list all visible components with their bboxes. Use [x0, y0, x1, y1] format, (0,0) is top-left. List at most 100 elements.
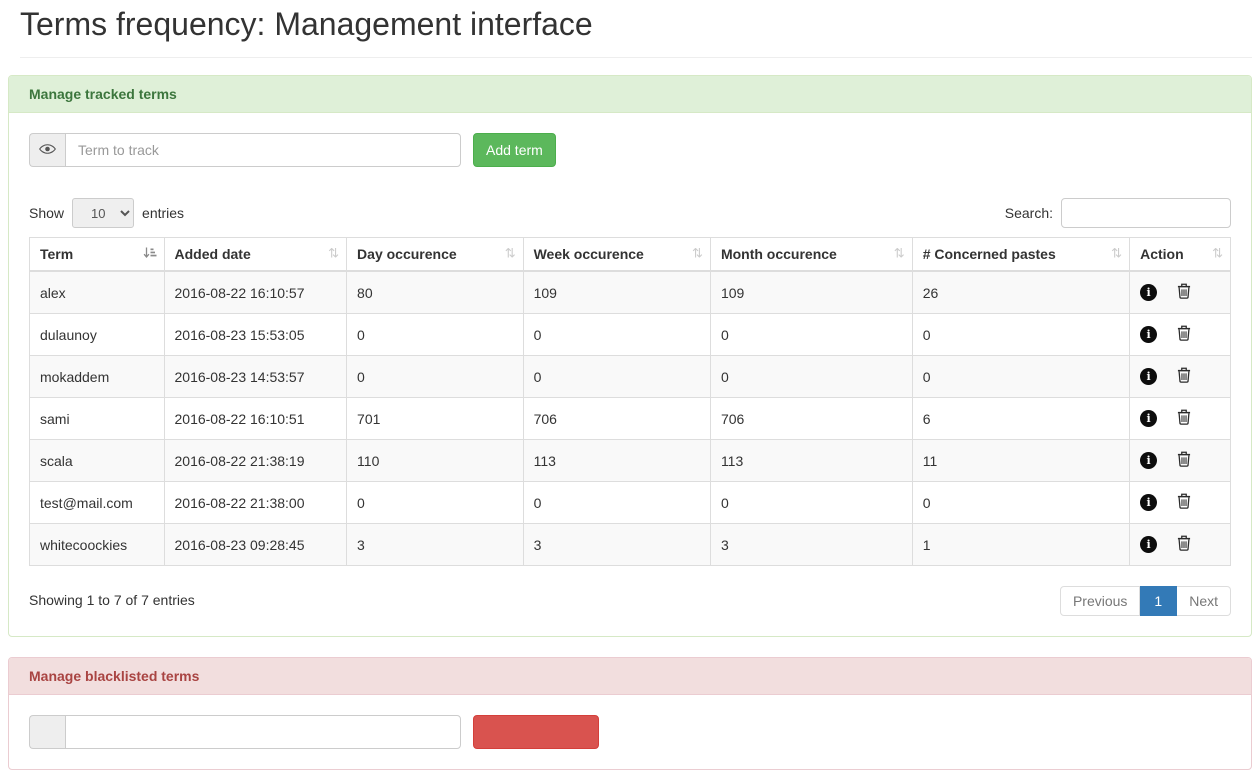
pagination-previous-button[interactable]: Previous — [1060, 586, 1140, 616]
info-icon[interactable] — [1140, 326, 1157, 343]
blacklisted-terms-panel-heading: Manage blacklisted terms — [9, 658, 1251, 695]
table-footer: Showing 1 to 7 of 7 entries Previous 1 N… — [29, 586, 1231, 616]
info-icon[interactable] — [1140, 536, 1157, 553]
column-header-week-occurence[interactable]: Week occurence ⇅ — [523, 238, 710, 272]
concerned-pastes-cell: 0 — [912, 314, 1129, 356]
concerned-pastes-cell: 1 — [912, 524, 1129, 566]
blacklist-term-input[interactable] — [65, 715, 461, 749]
day-occurence-cell: 0 — [347, 356, 524, 398]
added-date-cell: 2016-08-23 15:53:05 — [164, 314, 347, 356]
show-label: Show — [29, 205, 64, 221]
action-cell — [1130, 314, 1231, 356]
day-occurence-cell: 3 — [347, 524, 524, 566]
info-icon[interactable] — [1140, 284, 1157, 301]
week-occurence-cell: 706 — [523, 398, 710, 440]
concerned-pastes-cell: 0 — [912, 356, 1129, 398]
page-title: Terms frequency: Management interface — [20, 6, 1252, 43]
blacklist-term-button[interactable] — [473, 715, 599, 749]
column-header-month-occurence[interactable]: Month occurence ⇅ — [710, 238, 912, 272]
day-occurence-cell: 0 — [347, 482, 524, 524]
action-cell — [1130, 482, 1231, 524]
term-cell: mokaddem — [30, 356, 165, 398]
info-icon[interactable] — [1140, 452, 1157, 469]
sort-ascending-icon — [143, 246, 157, 262]
page-length-select[interactable]: 10 — [72, 198, 134, 228]
day-occurence-cell: 701 — [347, 398, 524, 440]
info-icon[interactable] — [1140, 368, 1157, 385]
tracked-terms-panel-heading: Manage tracked terms — [9, 76, 1251, 113]
added-date-cell: 2016-08-22 16:10:51 — [164, 398, 347, 440]
page: Terms frequency: Management interface Ma… — [0, 6, 1260, 770]
trash-icon[interactable] — [1177, 409, 1191, 428]
pagination-next-button[interactable]: Next — [1177, 586, 1231, 616]
sort-both-icon: ⇅ — [894, 247, 905, 262]
pagination-page-1-button[interactable]: 1 — [1140, 586, 1177, 616]
column-header-added-date[interactable]: Added date ⇅ — [164, 238, 347, 272]
table-row: alex 2016-08-22 16:10:57 80 109 109 26 — [30, 271, 1231, 314]
table-row: whitecoockies 2016-08-23 09:28:45 3 3 3 … — [30, 524, 1231, 566]
concerned-pastes-cell: 0 — [912, 482, 1129, 524]
table-row: scala 2016-08-22 21:38:19 110 113 113 11 — [30, 440, 1231, 482]
month-occurence-cell: 109 — [710, 271, 912, 314]
week-occurence-cell: 113 — [523, 440, 710, 482]
month-occurence-cell: 0 — [710, 482, 912, 524]
added-date-cell: 2016-08-22 21:38:19 — [164, 440, 347, 482]
day-occurence-cell: 110 — [347, 440, 524, 482]
trash-icon[interactable] — [1177, 367, 1191, 386]
blacklist-term-row — [29, 715, 1231, 749]
table-search: Search: — [1005, 198, 1231, 228]
week-occurence-cell: 0 — [523, 356, 710, 398]
week-occurence-cell: 3 — [523, 524, 710, 566]
table-row: mokaddem 2016-08-23 14:53:57 0 0 0 0 — [30, 356, 1231, 398]
blacklist-input-group — [29, 715, 461, 749]
action-cell — [1130, 440, 1231, 482]
action-cell — [1130, 398, 1231, 440]
added-date-cell: 2016-08-22 16:10:57 — [164, 271, 347, 314]
column-header-action[interactable]: Action ⇅ — [1130, 238, 1231, 272]
search-label: Search: — [1005, 205, 1053, 221]
table-row: dulaunoy 2016-08-23 15:53:05 0 0 0 0 — [30, 314, 1231, 356]
trash-icon[interactable] — [1177, 493, 1191, 512]
term-cell: whitecoockies — [30, 524, 165, 566]
month-occurence-cell: 0 — [710, 356, 912, 398]
day-occurence-cell: 80 — [347, 271, 524, 314]
concerned-pastes-cell: 11 — [912, 440, 1129, 482]
action-cell — [1130, 356, 1231, 398]
showing-entries-info: Showing 1 to 7 of 7 entries — [29, 586, 195, 608]
blacklist-addon — [29, 715, 65, 749]
search-input[interactable] — [1061, 198, 1231, 228]
add-term-row: Add term — [29, 133, 1231, 167]
term-cell: scala — [30, 440, 165, 482]
sort-both-icon: ⇅ — [692, 247, 703, 262]
term-input-group — [29, 133, 461, 167]
info-icon[interactable] — [1140, 494, 1157, 511]
column-header-term[interactable]: Term — [30, 238, 165, 272]
term-to-track-input[interactable] — [65, 133, 461, 167]
table-controls: Show 10 entries Search: — [29, 198, 1231, 228]
month-occurence-cell: 706 — [710, 398, 912, 440]
added-date-cell: 2016-08-23 09:28:45 — [164, 524, 347, 566]
trash-icon[interactable] — [1177, 283, 1191, 302]
info-icon[interactable] — [1140, 410, 1157, 427]
term-cell: sami — [30, 398, 165, 440]
column-header-concerned-pastes[interactable]: # Concerned pastes ⇅ — [912, 238, 1129, 272]
eye-addon — [29, 133, 65, 167]
term-cell: alex — [30, 271, 165, 314]
term-cell: test@mail.com — [30, 482, 165, 524]
sort-both-icon: ⇅ — [1111, 247, 1122, 262]
table-row: test@mail.com 2016-08-22 21:38:00 0 0 0 … — [30, 482, 1231, 524]
blacklisted-terms-panel: Manage blacklisted terms — [8, 657, 1252, 770]
add-term-button[interactable]: Add term — [473, 133, 556, 167]
trash-icon[interactable] — [1177, 451, 1191, 470]
week-occurence-cell: 0 — [523, 482, 710, 524]
trash-icon[interactable] — [1177, 325, 1191, 344]
week-occurence-cell: 109 — [523, 271, 710, 314]
month-occurence-cell: 113 — [710, 440, 912, 482]
column-header-day-occurence[interactable]: Day occurence ⇅ — [347, 238, 524, 272]
table-row: sami 2016-08-22 16:10:51 701 706 706 6 — [30, 398, 1231, 440]
entries-label: entries — [142, 205, 184, 221]
trash-icon[interactable] — [1177, 535, 1191, 554]
sort-both-icon: ⇅ — [505, 247, 516, 262]
page-length-control: Show 10 entries — [29, 198, 184, 228]
day-occurence-cell: 0 — [347, 314, 524, 356]
